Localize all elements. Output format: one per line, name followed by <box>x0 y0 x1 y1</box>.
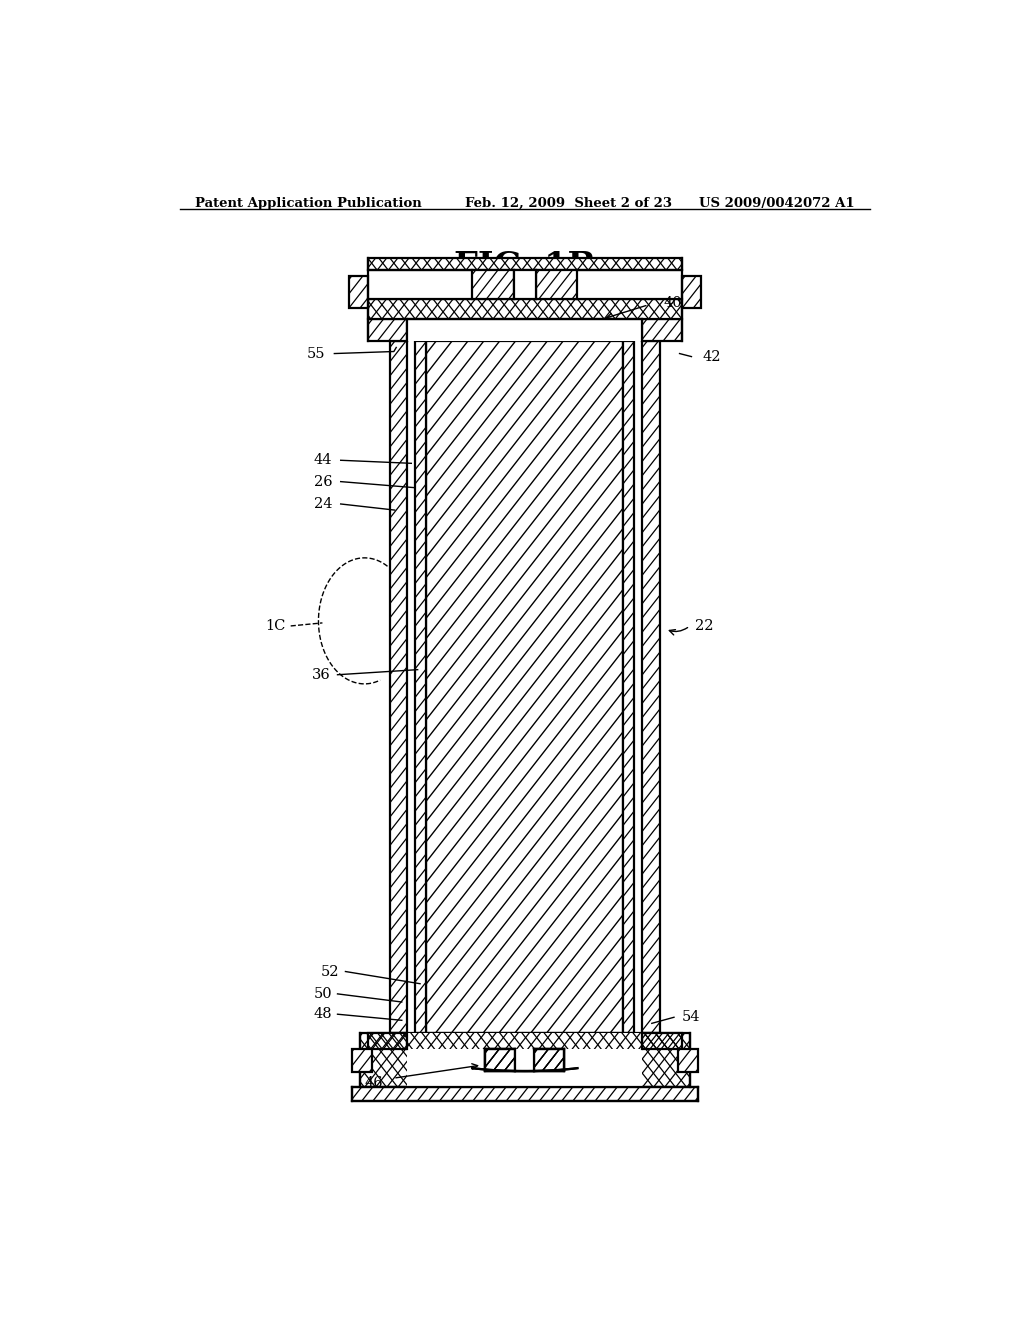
Text: 46: 46 <box>365 1076 383 1090</box>
Bar <box>485 1049 515 1071</box>
Bar <box>578 271 682 298</box>
Text: US 2009/0042072 A1: US 2009/0042072 A1 <box>699 197 855 210</box>
Text: 1C: 1C <box>265 619 286 634</box>
Bar <box>390 342 408 1032</box>
Bar <box>624 342 634 1032</box>
Text: 54: 54 <box>682 1010 700 1024</box>
Bar <box>678 1049 697 1072</box>
Bar <box>472 271 514 298</box>
Bar <box>515 1049 535 1071</box>
Bar <box>352 1049 372 1072</box>
Bar <box>368 271 472 298</box>
Bar <box>368 257 682 271</box>
Bar <box>426 342 624 1032</box>
Bar <box>408 342 416 1032</box>
Bar <box>368 319 408 342</box>
Bar <box>514 271 536 298</box>
Bar <box>348 276 368 309</box>
Text: 26: 26 <box>314 475 333 488</box>
Text: 36: 36 <box>312 668 331 681</box>
Bar <box>634 342 642 1032</box>
Bar <box>408 1032 642 1049</box>
Bar <box>515 1049 535 1071</box>
Bar <box>535 1049 564 1071</box>
Bar <box>536 271 578 298</box>
Bar <box>408 319 642 342</box>
Text: 55: 55 <box>307 347 326 360</box>
Bar <box>682 276 701 309</box>
Text: Patent Application Publication: Patent Application Publication <box>196 197 422 210</box>
Bar <box>368 1032 408 1049</box>
Bar <box>515 1049 535 1071</box>
Text: 42: 42 <box>702 350 721 363</box>
Text: 24: 24 <box>314 496 333 511</box>
Text: 22: 22 <box>695 619 714 634</box>
Bar <box>352 1088 697 1101</box>
Bar <box>642 1032 682 1049</box>
Text: 48: 48 <box>314 1007 333 1022</box>
Bar <box>485 1049 515 1071</box>
Bar <box>368 298 682 319</box>
Text: 50: 50 <box>314 987 333 1001</box>
Text: 52: 52 <box>321 965 339 978</box>
Text: 40: 40 <box>664 296 682 310</box>
Bar <box>359 1032 690 1088</box>
Text: 44: 44 <box>314 453 333 467</box>
Text: Feb. 12, 2009  Sheet 2 of 23: Feb. 12, 2009 Sheet 2 of 23 <box>465 197 673 210</box>
Bar <box>408 1049 642 1088</box>
Bar <box>416 342 426 1032</box>
Text: FIG. 1B: FIG. 1B <box>454 249 596 282</box>
Bar <box>485 1049 515 1071</box>
Bar <box>642 319 682 342</box>
Bar <box>535 1049 564 1071</box>
Bar <box>535 1049 564 1071</box>
Bar <box>642 342 659 1032</box>
